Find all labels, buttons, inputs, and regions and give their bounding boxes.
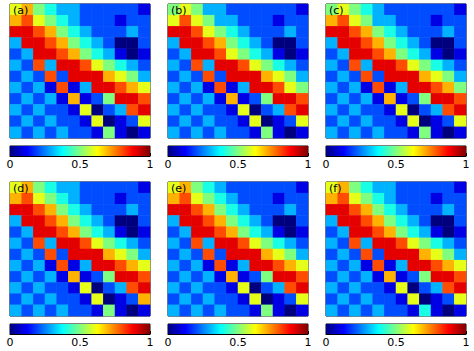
svg-text:1: 1 <box>463 336 470 349</box>
svg-text:(f): (f) <box>329 182 341 195</box>
svg-text:0: 0 <box>323 158 330 171</box>
svg-text:0.5: 0.5 <box>229 336 247 349</box>
svg-text:0: 0 <box>323 336 330 349</box>
svg-text:(c): (c) <box>329 4 344 17</box>
svg-text:0.5: 0.5 <box>387 336 405 349</box>
svg-text:(e): (e) <box>171 182 186 195</box>
svg-text:0: 0 <box>165 336 172 349</box>
svg-text:0.5: 0.5 <box>71 158 89 171</box>
svg-text:0.5: 0.5 <box>71 336 89 349</box>
svg-text:(d): (d) <box>13 182 29 195</box>
svg-text:(a): (a) <box>13 4 28 17</box>
svg-text:0.5: 0.5 <box>387 158 405 171</box>
svg-text:1: 1 <box>147 336 154 349</box>
svg-text:1: 1 <box>147 158 154 171</box>
svg-text:1: 1 <box>305 158 312 171</box>
svg-text:1: 1 <box>305 336 312 349</box>
svg-text:0: 0 <box>7 158 14 171</box>
svg-text:0: 0 <box>165 158 172 171</box>
svg-text:0: 0 <box>7 336 14 349</box>
svg-text:1: 1 <box>463 158 470 171</box>
svg-text:0.5: 0.5 <box>229 158 247 171</box>
svg-text:(b): (b) <box>171 4 187 17</box>
